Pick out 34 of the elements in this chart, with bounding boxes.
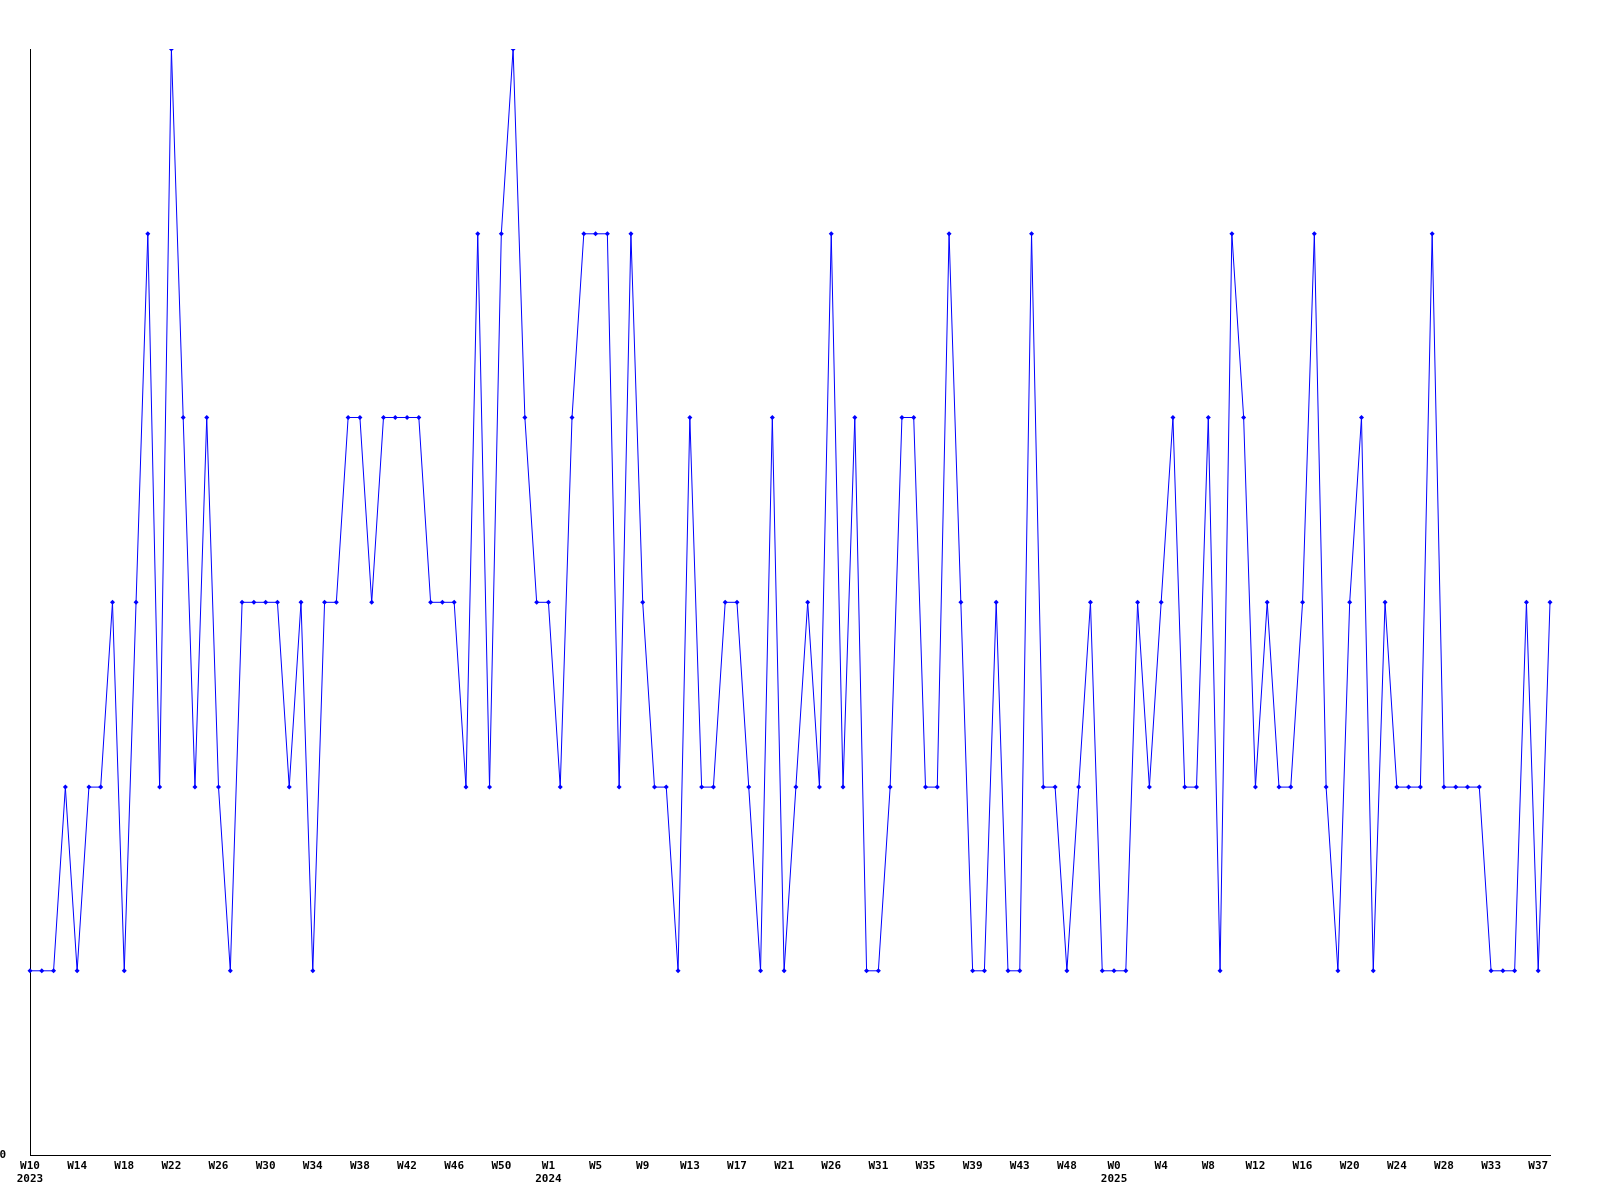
x-tick-label: W4 [1154,1159,1169,1173]
x-tick-label: W8 [1201,1159,1215,1173]
x-tick-label: W33 [1481,1159,1502,1173]
x-tick-label: W22 [161,1159,182,1173]
x-tick-label: W34 [302,1159,324,1173]
x-tick-label: W37 [1528,1159,1549,1173]
x-tick-label: W1 2024 [535,1159,563,1186]
x-tick-label: W31 [868,1159,889,1173]
x-tick-label: W26 [821,1159,842,1173]
x-tick-label: W26 [208,1159,229,1173]
x-tick-label: W12 [1245,1159,1266,1173]
x-tick-label: W18 [114,1159,135,1173]
x-tick-label: W20 [1339,1159,1360,1173]
x-tick-label: W16 [1292,1159,1313,1173]
x-tick-label: W28 [1434,1159,1454,1173]
x-tick-label: W46 [444,1159,465,1173]
x-tick-label: W35 [915,1159,936,1173]
x-tick-label: W48 [1056,1159,1077,1173]
x-tick-label: W14 [67,1159,88,1173]
x-tick-label: W5 [588,1159,603,1173]
x-tick-label: W24 [1386,1159,1408,1173]
x-tick-label: W13 [679,1159,700,1173]
text: 0 [0,1148,6,1162]
x-tick-label: W17 [727,1159,747,1173]
x-tick-label: W9 [636,1159,650,1173]
x-tick-label: W0 2025 [1100,1159,1128,1186]
x-tick-label: W30 [255,1159,276,1173]
x-tick-label: W42 [397,1159,417,1173]
x-tick-label: W43 [1009,1159,1030,1173]
x-tick-label: W21 [774,1159,795,1173]
x-tick-label: W38 [349,1159,370,1173]
x-tick-label: W39 [962,1159,983,1173]
x-tick-label: W50 [491,1159,512,1173]
x-tick-label: W10 2023 [16,1159,44,1186]
